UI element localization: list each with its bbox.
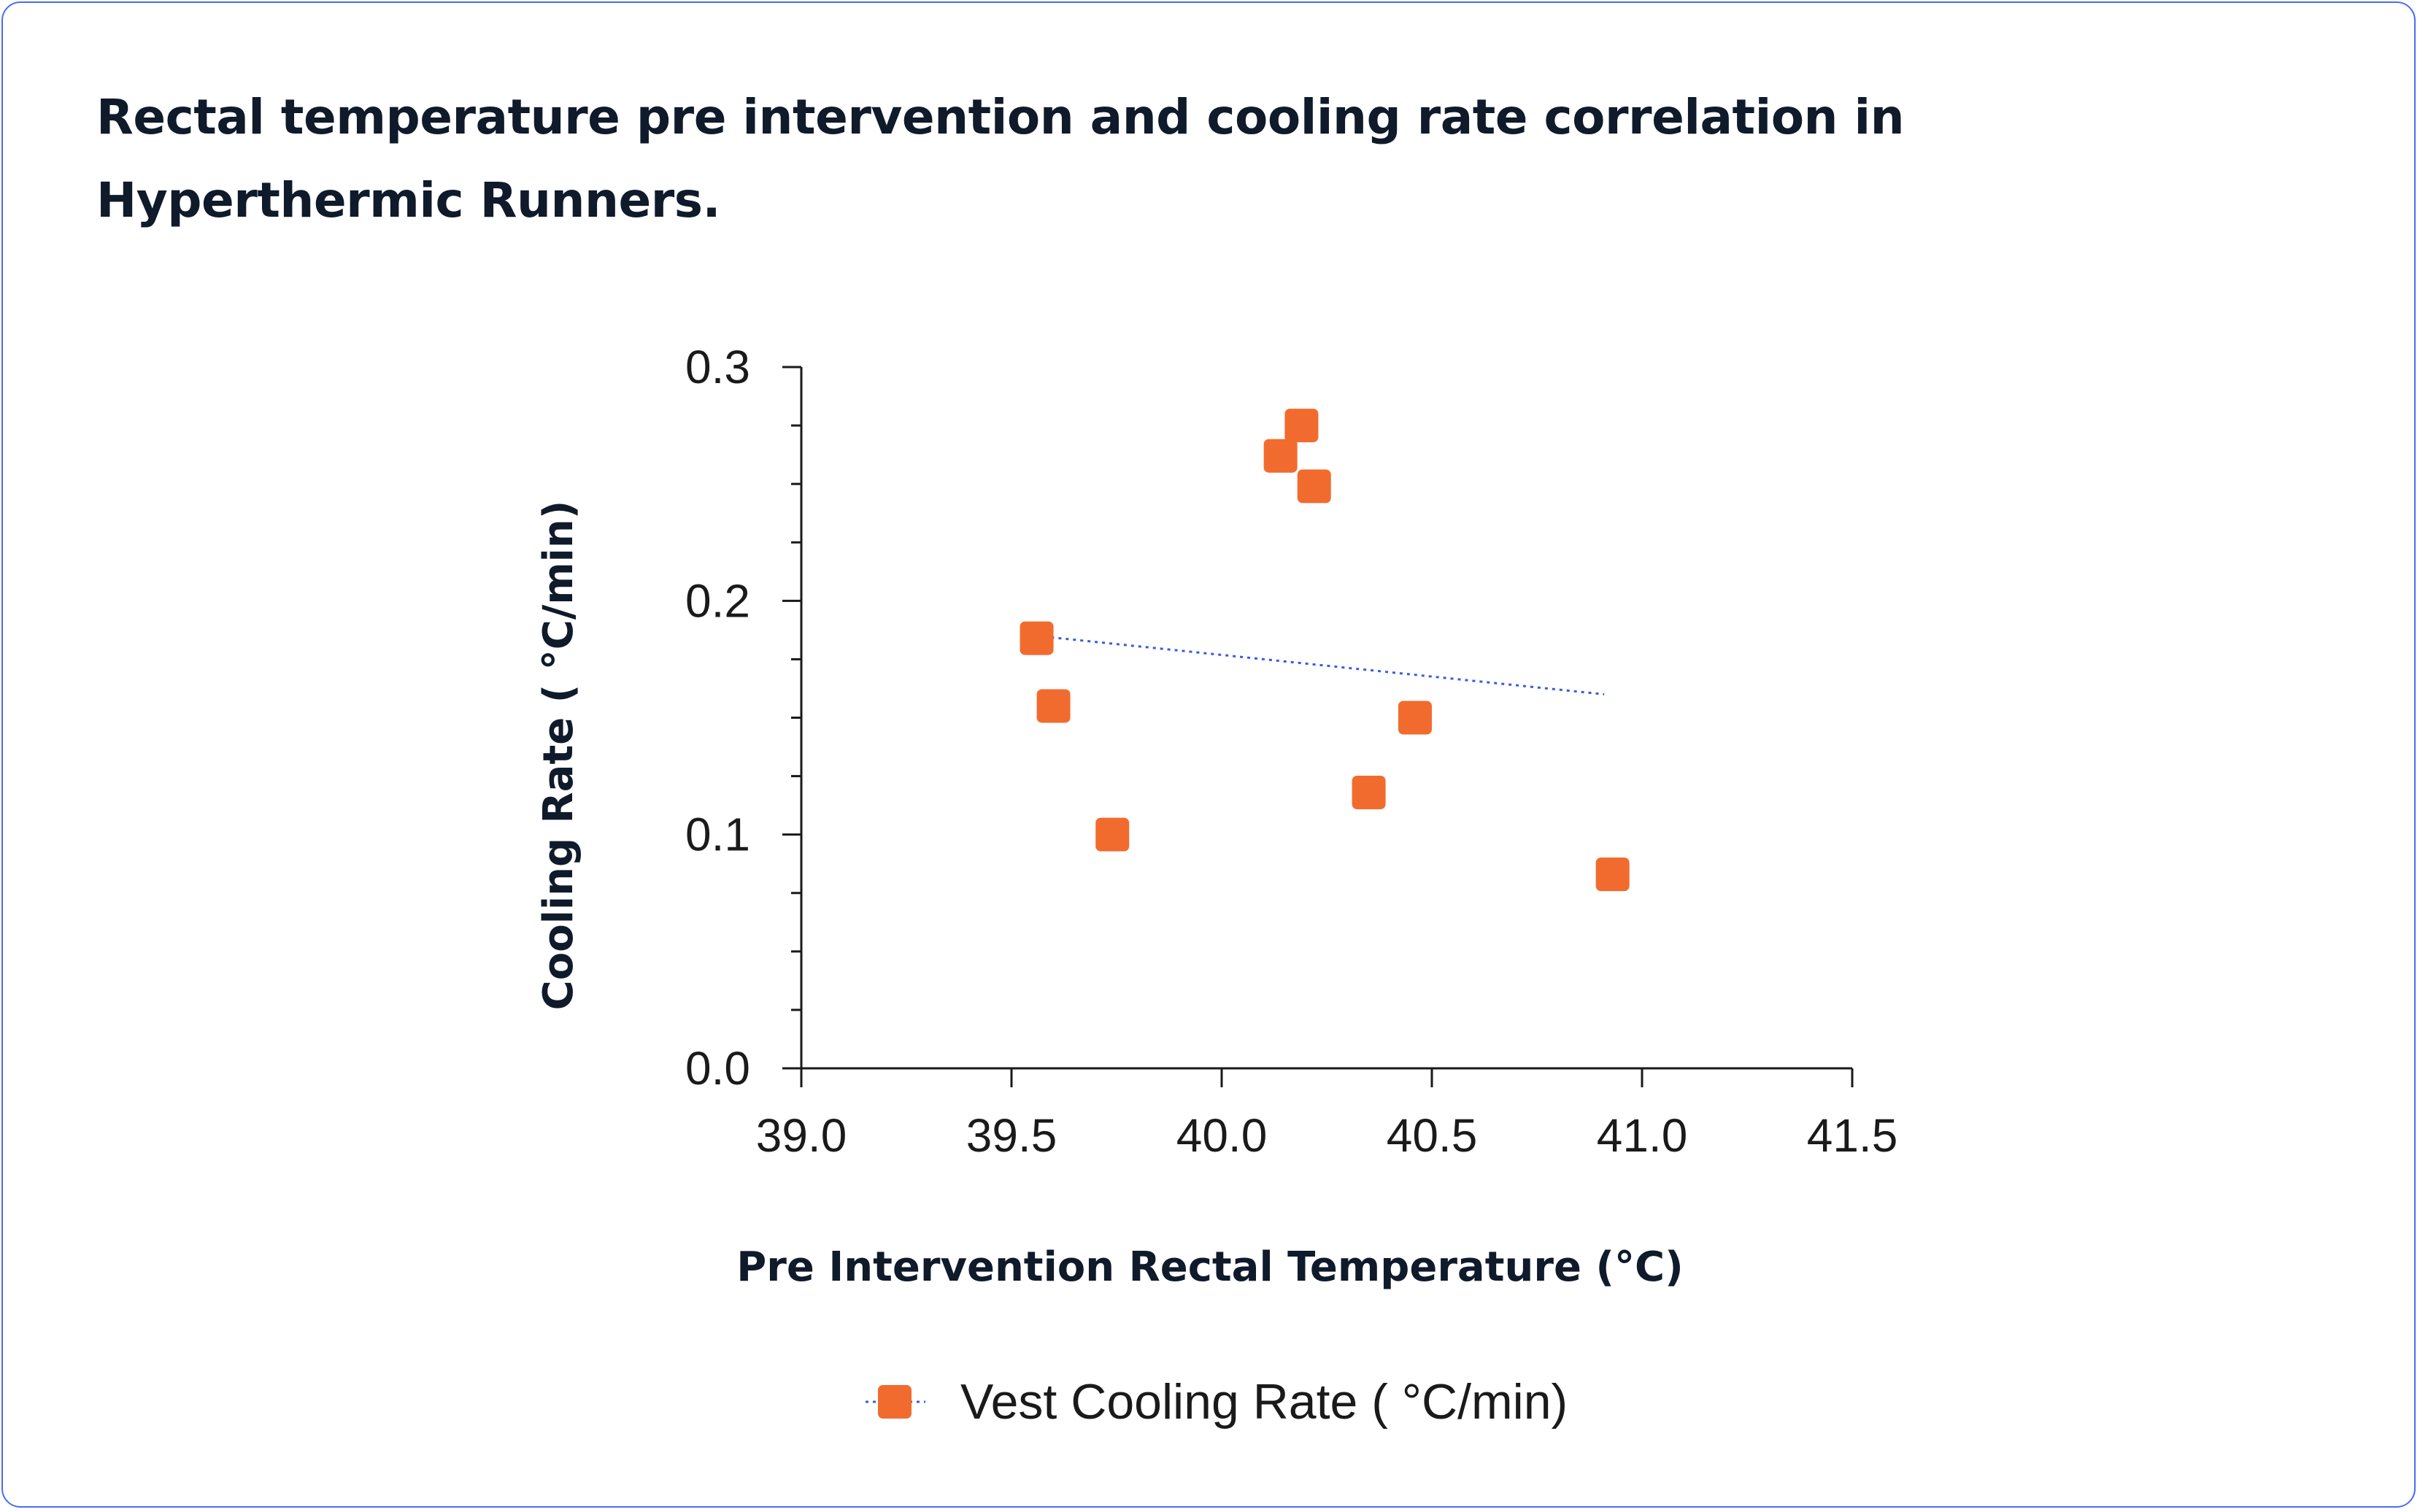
chart-axes: 0.0 0.1 0.2 0.3 39.0 39.5 40.0 40.5 41.0 41.5	[685, 341, 1897, 1162]
x-axis-title: Pre Intervention Rectal Temperature (°C)	[736, 1243, 1684, 1291]
chart-title: Rectal temperature pre intervention and …	[96, 89, 1905, 228]
y-tick-label: 0.1	[685, 809, 750, 861]
chart-legend: Vest Cooling Rate ( °C/min)	[866, 1374, 1568, 1430]
x-tick-label: 40.5	[1387, 1109, 1478, 1162]
x-tick-label: 39.5	[966, 1109, 1057, 1162]
data-point	[1020, 621, 1054, 655]
x-tick-label: 41.5	[1807, 1109, 1898, 1162]
data-point	[1352, 776, 1386, 810]
legend-label: Vest Cooling Rate ( °C/min)	[960, 1374, 1568, 1430]
x-tick-label: 39.0	[756, 1109, 847, 1162]
y-tick-label: 0.0	[685, 1042, 750, 1095]
data-point	[1036, 689, 1071, 723]
data-points	[1020, 409, 1630, 892]
data-point	[1595, 857, 1630, 892]
trendline-group	[1036, 634, 1605, 695]
data-point	[1095, 817, 1130, 852]
data-point	[1284, 409, 1319, 443]
y-axis-title: Cooling Rate ( °C/min)	[535, 501, 582, 1011]
y-tick-label: 0.3	[685, 341, 750, 393]
data-point	[1263, 439, 1298, 473]
trendline	[1036, 634, 1605, 695]
x-tick-label: 41.0	[1597, 1109, 1688, 1162]
data-point	[1398, 701, 1432, 735]
x-tick-label: 40.0	[1176, 1109, 1268, 1162]
data-point	[1297, 469, 1331, 504]
y-tick-label: 0.2	[685, 574, 750, 627]
legend-marker-icon	[878, 1385, 912, 1419]
